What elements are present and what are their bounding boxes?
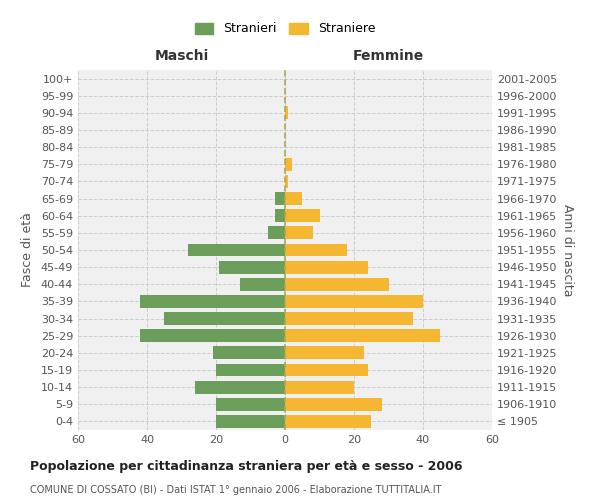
Bar [216, 415, 285, 428]
Bar [285, 398, 382, 410]
Bar [285, 330, 440, 342]
Bar [285, 415, 371, 428]
Bar [285, 158, 292, 170]
Bar [285, 244, 347, 256]
Bar [220, 260, 285, 274]
Bar [216, 364, 285, 376]
Bar [285, 380, 354, 394]
Bar [285, 106, 289, 120]
Bar [285, 260, 368, 274]
Text: Femmine: Femmine [353, 49, 424, 63]
Text: Popolazione per cittadinanza straniera per età e sesso - 2006: Popolazione per cittadinanza straniera p… [30, 460, 463, 473]
Bar [285, 346, 364, 360]
Bar [196, 380, 285, 394]
Text: Maschi: Maschi [154, 49, 209, 63]
Bar [275, 210, 285, 222]
Bar [268, 226, 285, 239]
Bar [188, 244, 285, 256]
Text: COMUNE DI COSSATO (BI) - Dati ISTAT 1° gennaio 2006 - Elaborazione TUTTITALIA.IT: COMUNE DI COSSATO (BI) - Dati ISTAT 1° g… [30, 485, 442, 495]
Bar [140, 330, 285, 342]
Y-axis label: Anni di nascita: Anni di nascita [561, 204, 574, 296]
Bar [285, 364, 368, 376]
Bar [140, 295, 285, 308]
Bar [285, 226, 313, 239]
Bar [216, 398, 285, 410]
Bar [275, 192, 285, 205]
Bar [285, 210, 320, 222]
Bar [285, 192, 302, 205]
Bar [285, 312, 413, 325]
Bar [164, 312, 285, 325]
Bar [212, 346, 285, 360]
Bar [240, 278, 285, 290]
Legend: Stranieri, Straniere: Stranieri, Straniere [191, 18, 379, 39]
Bar [285, 278, 389, 290]
Bar [285, 175, 289, 188]
Y-axis label: Fasce di età: Fasce di età [21, 212, 34, 288]
Bar [285, 295, 423, 308]
